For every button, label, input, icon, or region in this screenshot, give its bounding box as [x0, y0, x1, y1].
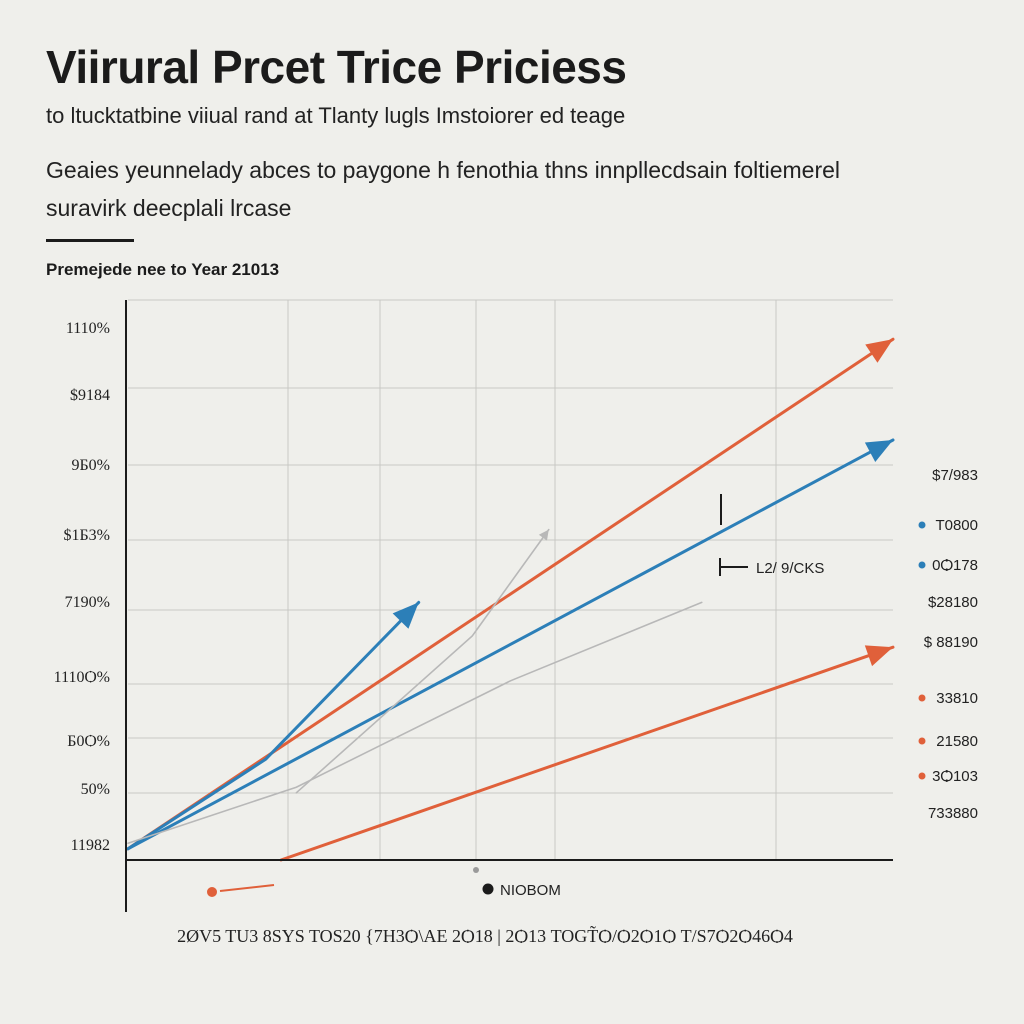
series-arrowhead-blue [392, 602, 419, 629]
bottom-label: NIOBOM [500, 882, 561, 899]
section-label: Premejede nee to Year 21013 [46, 260, 280, 279]
series-arrowhead-blue [864, 440, 893, 462]
series-line-orange [126, 337, 895, 851]
chart-subtitle: to ltucktatbine viiual rand at Tlanty lu… [46, 103, 626, 128]
series-line-gray [127, 601, 703, 845]
y-tick-label: 1110Ѻ% [54, 669, 110, 686]
right-label: T0800 [935, 517, 978, 534]
right-legend-labels: $7/983 T0800 0Ѻ178 $28180 $ 88190 33810 21580 3… [918, 467, 978, 822]
series-arrowhead-gray [538, 529, 549, 541]
legend-marker [918, 521, 926, 529]
y-tick-label: 9Б0% [71, 457, 110, 474]
legend-marker [918, 561, 926, 569]
x-axis-label: 2ØV5 TU3 8SYS TOS20 {7H3Ѻ\AE 2Ѻ18 | 2Ѻ13… [177, 924, 793, 946]
series-line-blue [126, 600, 421, 851]
legend-marker [918, 694, 926, 702]
bottom-legend-marker [482, 883, 494, 895]
right-label: 0Ѻ178 [932, 557, 978, 574]
right-label: 33810 [936, 690, 978, 707]
right-label: 21580 [936, 733, 978, 750]
description-line-1: Geaies yeunnelady abces to paygone h fen… [46, 157, 841, 183]
y-tick-label: $9184 [70, 387, 110, 404]
chart-annotations: L2/ 9/CKS NIOBOM [207, 494, 824, 899]
y-tick-label: 50% [81, 781, 110, 798]
y-tick-label: 7190% [65, 594, 110, 611]
bracket-label: L2/ 9/CKS [756, 560, 824, 577]
orange-legend-marker [207, 887, 217, 897]
annotation-dot [473, 867, 479, 873]
right-label: 733880 [928, 805, 978, 822]
right-label: $ 88190 [924, 634, 978, 651]
y-tick-label: $1Б3% [63, 527, 110, 544]
chart-title: Viirural Prcet Trice Priciess [46, 41, 627, 93]
right-label: $7/983 [932, 467, 978, 484]
title-rule [46, 239, 134, 242]
series-arrowhead-orange [864, 645, 893, 667]
chart-series [126, 337, 895, 862]
y-axis-tick-labels: 1110% $9184 9Б0% $1Б3% 7190% 1110Ѻ% Б0Ѻ% 50% 119… [54, 320, 110, 854]
y-tick-label: 1110% [66, 320, 110, 337]
series-arrowhead-orange [865, 339, 893, 363]
description-line-2: suravirk deecplali lrcase [46, 195, 292, 221]
chart-grid [128, 299, 893, 860]
right-label: $28180 [928, 594, 978, 611]
series-line-gray [295, 528, 550, 794]
legend-marker [918, 737, 926, 745]
y-tick-label: Б0Ѻ% [67, 733, 110, 750]
legend-marker [918, 772, 926, 780]
series-line-blue [126, 438, 895, 851]
series-line-orange [279, 645, 895, 862]
y-tick-label: 11982 [71, 837, 110, 854]
chart-axes [125, 300, 893, 912]
orange-legend-line [219, 884, 275, 892]
right-label: 3Ѻ103 [932, 768, 978, 785]
